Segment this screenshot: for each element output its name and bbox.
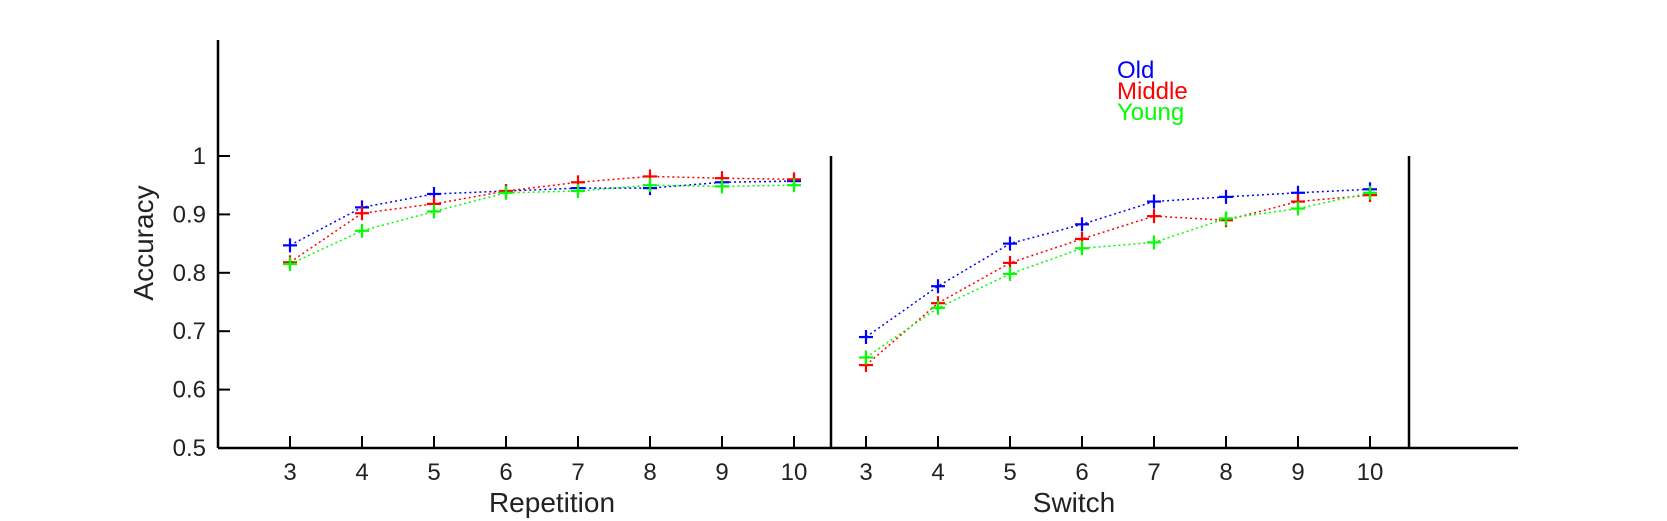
data-point-middle-repetition <box>355 206 369 221</box>
x-tick-label: 6 <box>1075 459 1088 486</box>
x-tick-label: 5 <box>427 459 440 486</box>
legend-entry-old: Old <box>1117 57 1154 84</box>
data-point-middle-switch <box>1147 209 1161 224</box>
data-point-old-switch <box>1075 217 1089 232</box>
x-axis-title-switch: Switch <box>1033 487 1115 518</box>
x-tick-label: 4 <box>355 459 368 486</box>
series-line-middle-switch <box>865 194 1371 366</box>
y-tick-label: 1 <box>193 143 206 170</box>
data-point-young-repetition <box>643 178 657 193</box>
data-point-young-repetition <box>283 257 297 272</box>
series-line-young-switch <box>865 192 1371 359</box>
data-point-old-switch <box>931 279 945 294</box>
series-line-old-switch <box>865 188 1371 338</box>
series-line-young-repetition <box>289 184 795 265</box>
x-tick-label: 10 <box>781 459 808 486</box>
data-point-young-switch <box>931 300 945 315</box>
data-point-young-repetition <box>355 223 369 238</box>
x-axis-title-repetition: Repetition <box>489 487 615 518</box>
data-point-young-switch <box>1147 235 1161 250</box>
x-ticks: 3 4 5 6 7 8 9 10 3 4 5 6 7 8 9 10 <box>283 436 1383 486</box>
data-point-young-switch <box>859 350 873 365</box>
data-point-young-switch <box>1003 266 1017 281</box>
y-tick-label: 0.6 <box>173 377 206 404</box>
y-ticks: 0.5 0.6 0.7 0.8 0.9 1 <box>173 143 230 462</box>
x-tick-label: 5 <box>1003 459 1016 486</box>
data-point-old-switch <box>1003 236 1017 251</box>
y-axis-title: Accuracy <box>128 185 159 300</box>
x-tick-label: 3 <box>283 459 296 486</box>
x-tick-label: 8 <box>1219 459 1232 486</box>
legend-entry-young: Young <box>1117 99 1184 126</box>
x-tick-label: 6 <box>499 459 512 486</box>
axes-layer <box>216 40 1518 450</box>
data-point-young-repetition <box>715 179 729 194</box>
y-tick-label: 0.7 <box>173 318 206 345</box>
data-point-old-switch <box>1219 189 1233 204</box>
data-point-old-switch <box>859 330 873 345</box>
x-tick-label: 7 <box>1147 459 1160 486</box>
series-line-middle-repetition <box>289 175 795 263</box>
data-point-young-switch <box>1291 201 1305 216</box>
data-point-young-switch <box>1075 241 1089 256</box>
x-tick-label: 10 <box>1357 459 1384 486</box>
x-tick-label: 7 <box>571 459 584 486</box>
x-tick-label: 9 <box>715 459 728 486</box>
data-point-young-repetition <box>499 185 513 200</box>
x-tick-label: 3 <box>859 459 872 486</box>
series-line-old-repetition <box>289 180 795 247</box>
y-tick-label: 0.5 <box>173 435 206 462</box>
data-point-young-repetition <box>787 178 801 193</box>
data-point-young-switch <box>1363 185 1377 200</box>
data-point-young-repetition <box>427 204 441 219</box>
x-tick-label: 4 <box>931 459 944 486</box>
y-tick-label: 0.9 <box>173 201 206 228</box>
x-tick-label: 8 <box>643 459 656 486</box>
y-tick-label: 0.8 <box>173 260 206 287</box>
data-point-old-switch <box>1147 194 1161 209</box>
series-layer <box>283 169 1377 373</box>
legend-entry-middle: Middle <box>1117 78 1188 105</box>
legend: Old Middle Young <box>1117 57 1188 126</box>
data-point-old-repetition <box>283 238 297 253</box>
data-point-young-switch <box>1219 211 1233 226</box>
x-tick-label: 9 <box>1291 459 1304 486</box>
data-point-young-repetition <box>571 184 585 199</box>
